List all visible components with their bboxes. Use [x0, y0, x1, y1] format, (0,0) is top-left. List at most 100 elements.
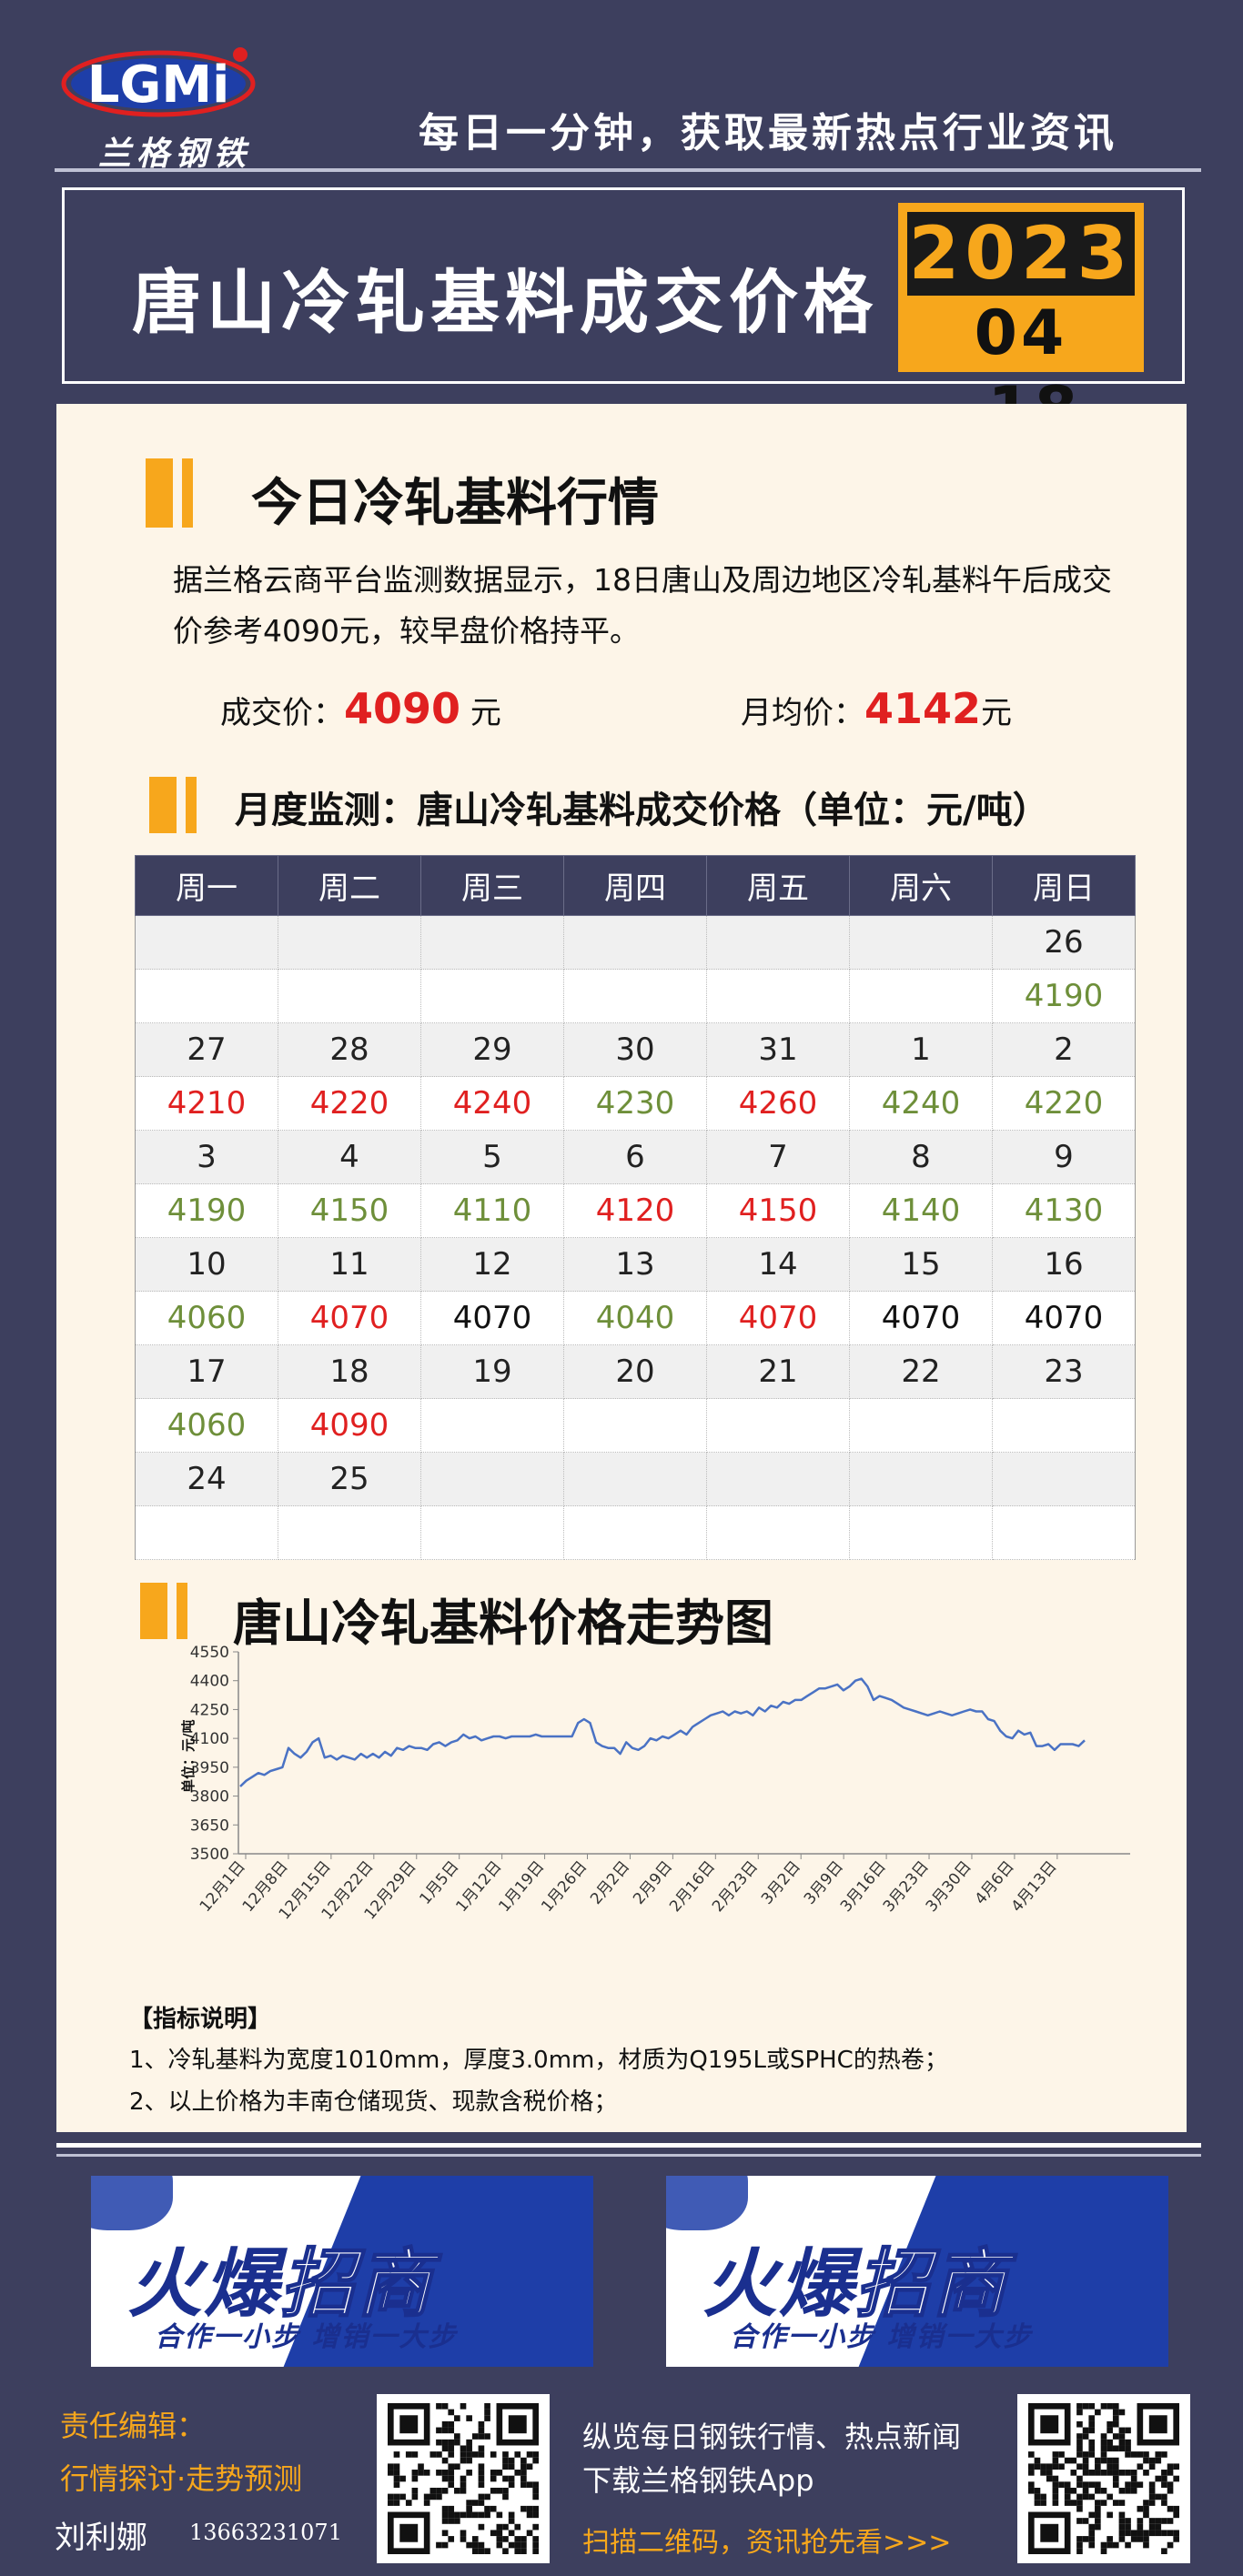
calendar-date-cell: 20 — [563, 1344, 707, 1399]
calendar-date-cell — [420, 1452, 564, 1506]
promo-text-b: 招商 — [279, 2240, 433, 2329]
wechat-qr-code[interactable] — [377, 2394, 550, 2563]
calendar-date-cell — [706, 915, 850, 970]
section-marker-icon — [140, 1583, 187, 1639]
calendar-price-row: 4060 4070 4070 4040 4070 4070 4070 — [135, 1291, 1136, 1345]
calendar-price-cell: 4060 — [135, 1398, 278, 1453]
weekday-header: 周四 — [563, 855, 707, 916]
calendar-date-cell — [563, 915, 707, 970]
market-summary: 据兰格云商平台监测数据显示，18日唐山及周边地区冷轧基料午后成交价参考4090元… — [173, 562, 1112, 649]
calendar-price-cell — [420, 1398, 564, 1453]
deal-price-label: 成交价： — [220, 695, 344, 731]
chart-x-tick-label: 3月2日 — [758, 1857, 804, 1907]
weekday-header: 周二 — [278, 855, 421, 916]
promo-banner-left[interactable]: 火爆招商 合作一小步 增销一大步 — [91, 2176, 593, 2367]
calendar-date-cell: 3 — [135, 1130, 278, 1184]
calendar-date-cell: 27 — [135, 1022, 278, 1077]
chart-y-tick-label: 4550 — [190, 1644, 229, 1662]
calendar-date-cell: 5 — [420, 1130, 564, 1184]
calendar-date-cell: 8 — [849, 1130, 993, 1184]
calendar-date-cell: 26 — [992, 915, 1136, 970]
editor-label: 责任编辑： — [60, 2409, 207, 2443]
calendar-price-row: 4190 4150 4110 4120 4150 4140 4130 — [135, 1183, 1136, 1238]
calendar-price-cell — [135, 969, 278, 1023]
calendar-date-row: 10 11 12 13 14 15 16 — [135, 1237, 1136, 1292]
section-marker-icon — [146, 458, 193, 528]
calendar-price-cell: 4230 — [563, 1076, 707, 1131]
calendar-date-cell: 12 — [420, 1237, 564, 1292]
calendar-date-cell: 10 — [135, 1237, 278, 1292]
calendar-date-cell: 18 — [278, 1344, 421, 1399]
weekday-header: 周五 — [706, 855, 850, 916]
note-item: 1、冷轧基料为宽度1010mm，厚度3.0mm，材质为Q195L或SPHC的热卷… — [129, 2047, 948, 2074]
deal-price: 成交价：4090 元 — [220, 684, 501, 733]
calendar-price-cell: 4070 — [420, 1291, 564, 1345]
calendar-price-cell — [135, 1505, 278, 1560]
chart-y-tick-label: 3650 — [190, 1816, 229, 1835]
app-promo-cta[interactable]: 扫描二维码，资讯抢先看>>> — [582, 2527, 952, 2559]
calendar-price-cell: 4150 — [706, 1183, 850, 1238]
calendar-price-cell: 4240 — [849, 1076, 993, 1131]
header-divider — [55, 168, 1201, 172]
calendar-price-cell — [563, 1398, 707, 1453]
chart-y-tick-label: 3800 — [190, 1788, 229, 1806]
calendar-date-cell: 24 — [135, 1452, 278, 1506]
promo-banner-right[interactable]: 火爆招商 合作一小步 增销一大步 — [666, 2176, 1168, 2367]
chart-y-tick-label: 3950 — [190, 1759, 229, 1777]
calendar-date-cell — [563, 1452, 707, 1506]
calendar-date-cell — [849, 915, 993, 970]
calendar-price-row: 4210 4220 4240 4230 4260 4240 4220 — [135, 1076, 1136, 1131]
calendar-price-cell — [278, 969, 421, 1023]
calendar-price-cell — [992, 1398, 1136, 1453]
calendar-price-cell: 4140 — [849, 1183, 993, 1238]
qr-code-icon — [388, 2403, 539, 2554]
calendar-date-cell: 15 — [849, 1237, 993, 1292]
calendar-date-cell — [420, 915, 564, 970]
calendar-date-cell: 28 — [278, 1022, 421, 1077]
chart-x-tick-label: 2月23日 — [709, 1857, 762, 1916]
calendar-date-cell: 30 — [563, 1022, 707, 1077]
logo-text: LGMi — [87, 55, 230, 115]
calendar-date-cell: 29 — [420, 1022, 564, 1077]
promo-banner-tagline: 合作一小步 增销一大步 — [155, 2321, 458, 2353]
notes-title: 【指标说明】 — [129, 2006, 272, 2033]
calendar-date-cell: 1 — [849, 1022, 993, 1077]
price-calendar-table: 周一 周二 周三 周四 周五 周六 周日 26 4190 27 28 29 30 31 1 2 4210 422… — [135, 855, 1136, 1560]
calendar-date-cell — [706, 1452, 850, 1506]
editor-name: 刘利娜 — [55, 2520, 147, 2556]
logo-mark-icon: LGMi — [61, 47, 256, 117]
calendar-price-cell — [278, 1505, 421, 1560]
calendar-price-cell: 4240 — [420, 1076, 564, 1131]
section-marker-icon — [149, 777, 197, 833]
calendar-price-cell: 4070 — [706, 1291, 850, 1345]
footer-divider — [56, 2154, 1201, 2157]
deal-price-value: 4090 — [344, 684, 461, 733]
calendar-price-cell: 4070 — [849, 1291, 993, 1345]
section-title-trend: 唐山冷轧基料价格走势图 — [233, 1595, 773, 1652]
average-price: 月均价：4142元 — [741, 684, 1012, 733]
promo-text-a: 火爆 — [702, 2241, 855, 2328]
editor-subtitle: 行情探讨·走势预测 — [60, 2461, 303, 2496]
calendar-price-cell: 4060 — [135, 1291, 278, 1345]
calendar-price-cell: 4190 — [992, 969, 1136, 1023]
calendar-date-cell: 25 — [278, 1452, 421, 1506]
calendar-date-cell: 14 — [706, 1237, 850, 1292]
editor-phone: 13663231071 — [189, 2520, 342, 2545]
calendar-date-cell: 7 — [706, 1130, 850, 1184]
date-badge: 2023 04 .18 — [898, 203, 1144, 446]
calendar-date-cell: 21 — [706, 1344, 850, 1399]
average-price-value: 4142 — [864, 684, 982, 733]
calendar-date-cell: 6 — [563, 1130, 707, 1184]
calendar-price-cell — [849, 969, 993, 1023]
calendar-price-cell: 4070 — [992, 1291, 1136, 1345]
calendar-price-cell — [563, 1505, 707, 1560]
chart-x-tick-label: 2月2日 — [587, 1857, 633, 1907]
chart-x-tick-label: 3月30日 — [923, 1857, 975, 1916]
calendar-price-cell: 4150 — [278, 1183, 421, 1238]
section-title-monthly: 月度监测：唐山冷轧基料成交价格（单位：元/吨） — [235, 790, 1049, 831]
price-trend-chart: 35003650380039504100425044004550单位：元/吨12… — [180, 1644, 1130, 1923]
qr-code-icon — [1028, 2403, 1179, 2554]
app-download-qr-code[interactable] — [1017, 2394, 1190, 2563]
page-title: 唐山冷轧基料成交价格 — [132, 262, 878, 343]
